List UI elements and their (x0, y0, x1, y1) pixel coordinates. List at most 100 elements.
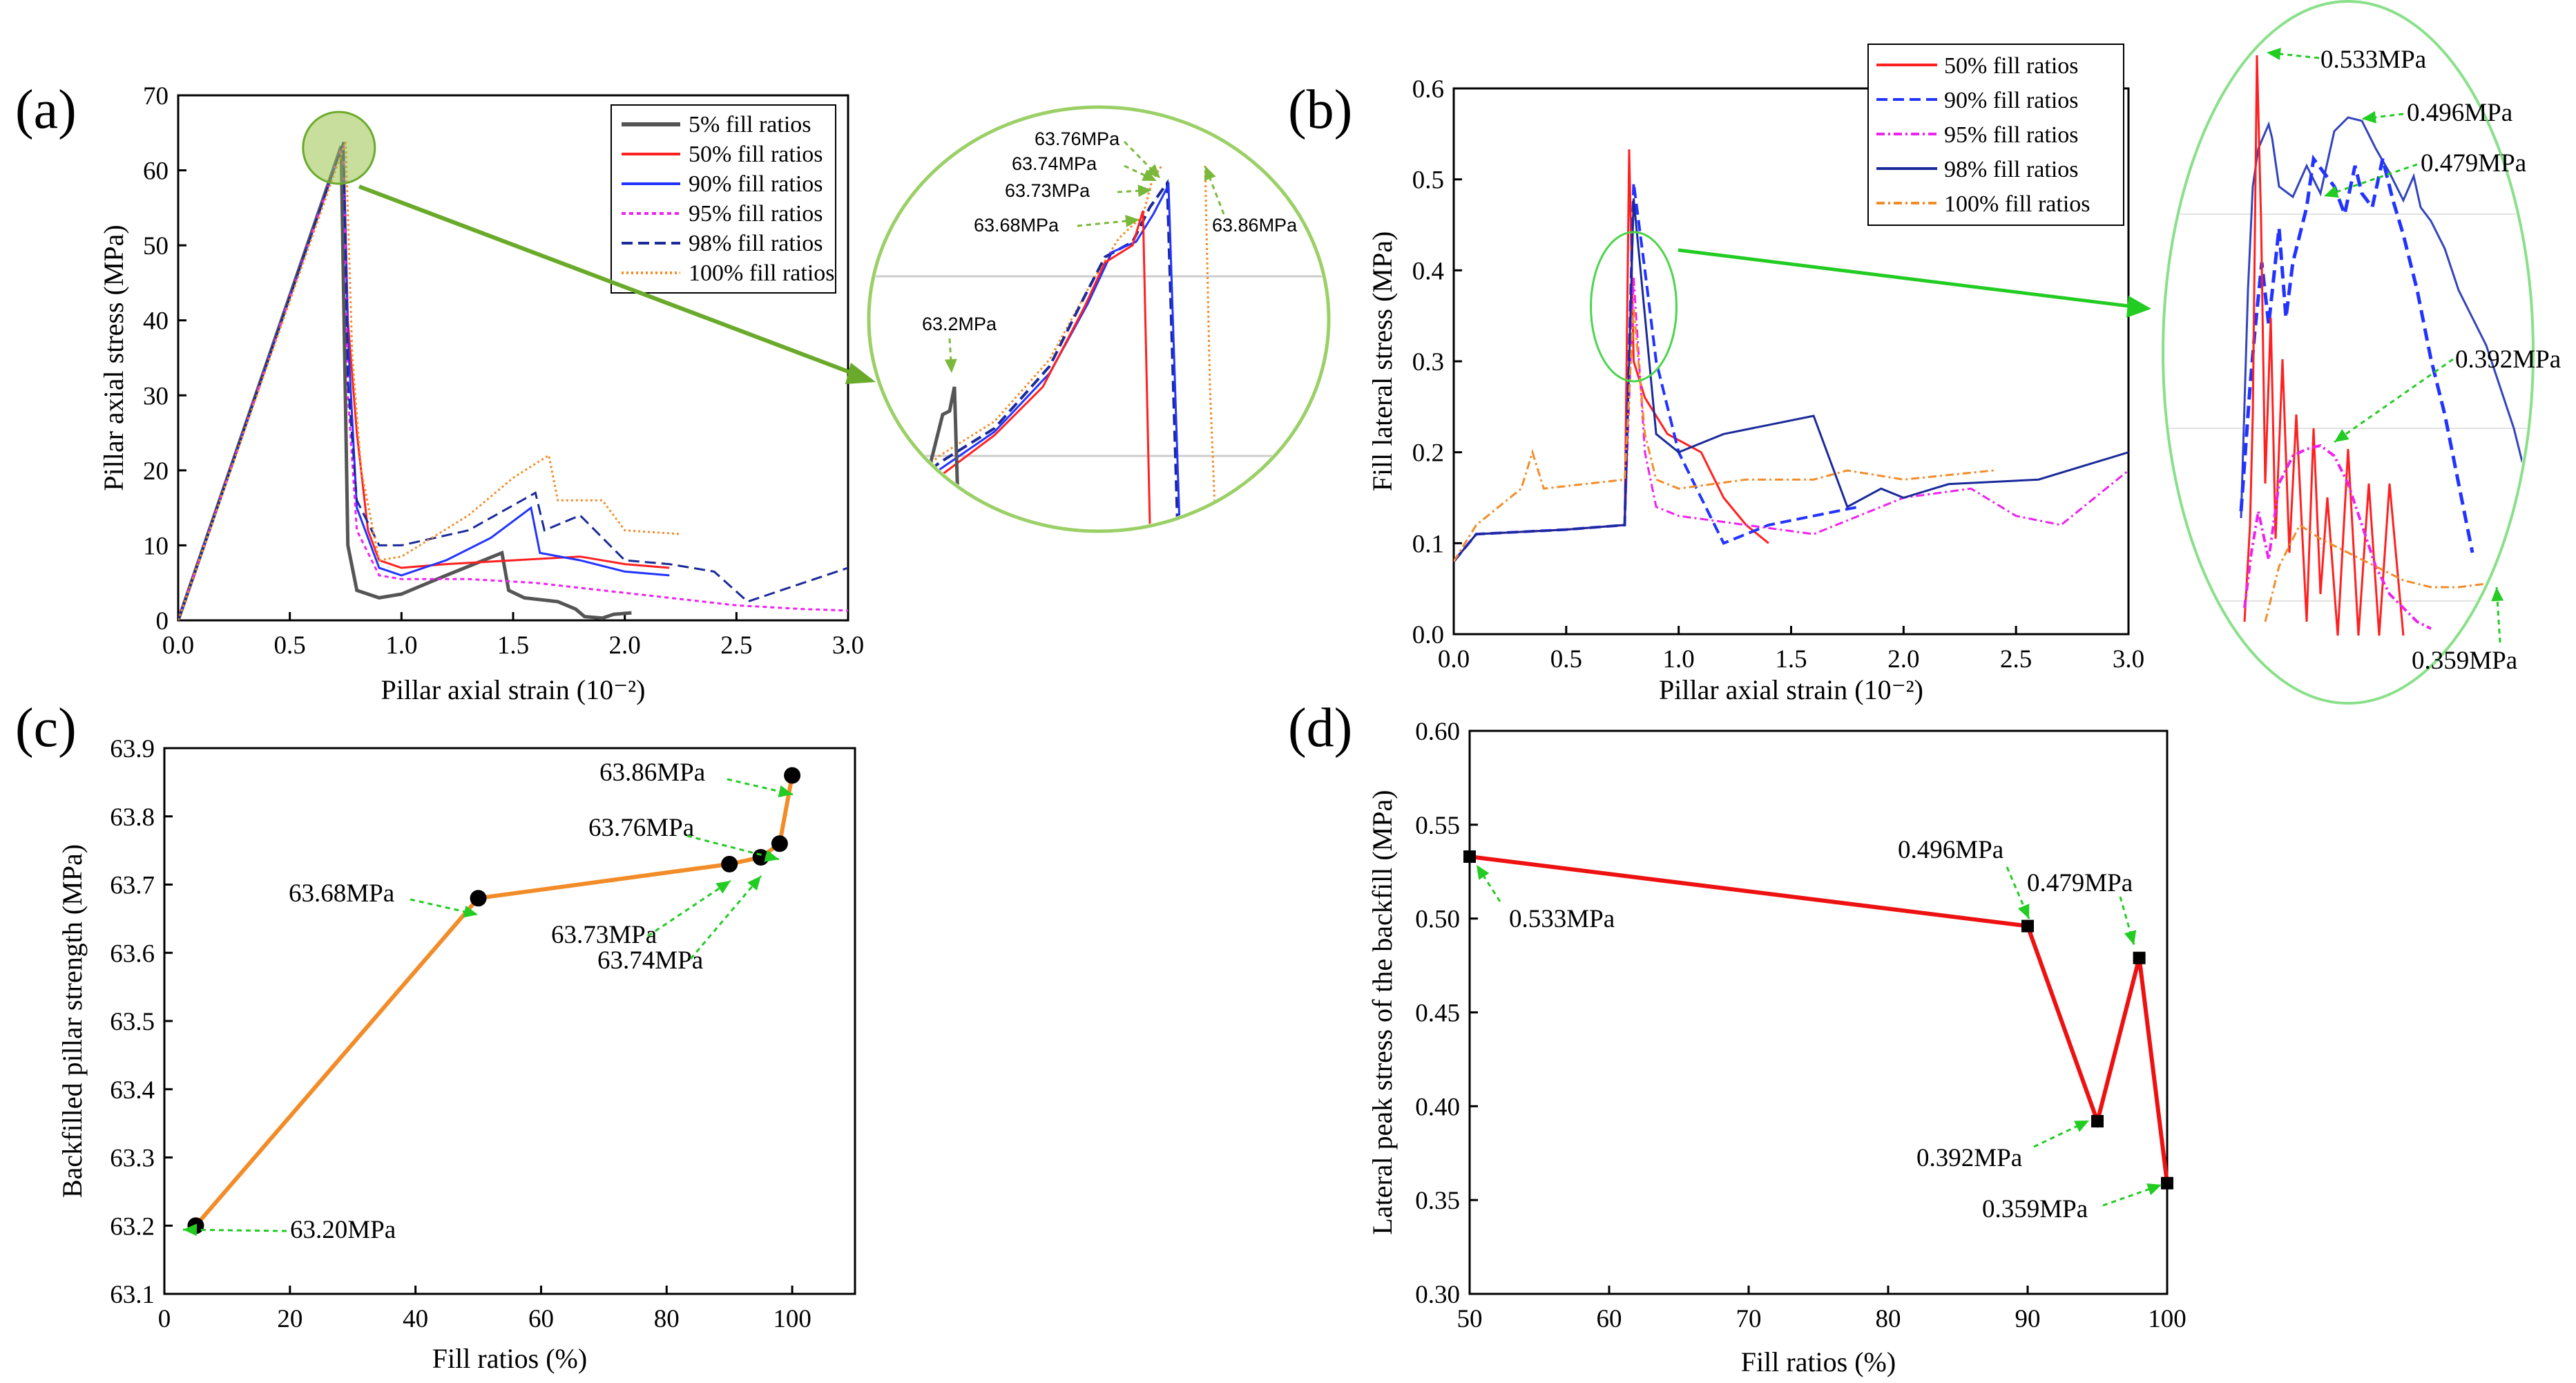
legend-entry: 95% fill ratios (689, 201, 823, 227)
series-line (194, 774, 795, 1228)
x-tick-label: 3.0 (2113, 645, 2144, 674)
inset-98 (2240, 116, 2529, 519)
inset-circle (867, 105, 1331, 533)
series-line-1 (178, 142, 670, 620)
label-arrow-head (2017, 904, 2030, 919)
y-tick-label: 63.5 (110, 1008, 155, 1036)
inset-label: 0.479MPa (2421, 149, 2526, 178)
series-line-3 (1454, 198, 2128, 562)
y-tick-label: 0.35 (1415, 1187, 1460, 1215)
inset-arrow-head (1137, 184, 1152, 198)
inset-label: 63.74MPa (1012, 153, 1097, 174)
data-point (784, 767, 801, 784)
inset-arrow-head (1125, 215, 1140, 227)
legend-entry: 50% fill ratios (1944, 53, 2079, 79)
x-tick-label: 60 (528, 1305, 554, 1333)
x-axis-label: Fill ratios (%) (1741, 1346, 1896, 1377)
plot-frame (163, 747, 856, 1295)
inset-content (871, 165, 1327, 526)
data-label: 0.496MPa (1898, 836, 2003, 864)
x-tick-label: 1.0 (385, 631, 417, 660)
x-tick-label: 0.0 (1438, 645, 1470, 674)
y-tick-label: 30 (143, 382, 169, 410)
y-tick-label: 0.5 (1412, 166, 1444, 195)
data-point (771, 835, 788, 852)
data-point (2021, 919, 2034, 933)
x-tick-label: 70 (1736, 1305, 1762, 1333)
inset-label: 63.2MPa (922, 314, 997, 334)
label-arrow-head (715, 881, 731, 894)
data-point (1463, 850, 1476, 864)
label-arrow-head (764, 850, 779, 862)
y-tick-label: 40 (143, 307, 169, 336)
series-line-4 (178, 142, 848, 620)
y-axis-label: Lateral peak stress of the backfill (MPa… (1367, 790, 1398, 1234)
label-arrow-head (463, 905, 478, 918)
data-point (2161, 1176, 2173, 1190)
inset-arrow-head (2324, 186, 2339, 198)
label-arrow-head (2146, 1183, 2162, 1196)
inset-label: 0.359MPa (2412, 647, 2517, 675)
data-label: 63.73MPa (551, 921, 657, 949)
y-tick-label: 50 (143, 232, 169, 260)
x-axis-label: Pillar axial strain (10⁻²) (381, 674, 645, 705)
inset-label: 63.86MPa (1212, 215, 1298, 236)
legend-entry: 90% fill ratios (1944, 88, 2079, 113)
inset-a: 63.76MPa 63.74MPa 63.73MPa 63.68MPa 63.2MPa 6… (867, 105, 1331, 533)
label-arrow-head (183, 1223, 198, 1237)
y-tick-label: 10 (143, 532, 169, 560)
x-tick-label: 60 (1597, 1305, 1622, 1333)
panel-d: 50 60 70 80 90 100 0.30 0.35 0.40 0.45 0.50 0.55 0.6… (1288, 698, 2186, 1377)
inset-arrow-head (1146, 164, 1160, 178)
data-point (470, 890, 487, 907)
legend-entry: 98% fill ratios (1944, 157, 2079, 182)
inset-arrow-head (2362, 111, 2376, 124)
y-tick-label: 63.4 (110, 1076, 155, 1105)
y-tick-label: 0.55 (1415, 812, 1460, 840)
data-label: 0.533MPa (1509, 905, 1615, 933)
zoom-highlight (302, 111, 376, 185)
y-tick-label: 63.2 (110, 1212, 155, 1241)
y-tick-label: 60 (143, 158, 169, 186)
data-label: 63.74MPa (597, 946, 703, 975)
x-tick-label: 100 (2148, 1305, 2186, 1333)
y-tick-label: 63.8 (110, 803, 155, 832)
x-tick-label: 2.5 (2000, 645, 2032, 674)
legend-entry: 98% fill ratios (689, 231, 823, 256)
x-tick-label: 100 (773, 1305, 811, 1333)
series-line-0 (1454, 149, 1769, 562)
inset-95 (2243, 443, 2432, 630)
y-tick-label: 0.30 (1415, 1281, 1460, 1309)
zoom-arrow-head (2126, 296, 2151, 318)
y-tick-label: 63.3 (110, 1145, 155, 1173)
x-tick-label: 2.0 (1887, 645, 1919, 674)
legend-box (1867, 44, 2124, 226)
legend-box (611, 104, 836, 294)
inset-content (2165, 55, 2531, 636)
y-tick-label: 0.60 (1415, 718, 1460, 746)
inset-98 (890, 179, 1179, 526)
x-axis-label: Pillar axial strain (10⁻²) (1659, 674, 1923, 705)
inset-arrow-line (1077, 218, 1140, 227)
x-tick-label: 1.0 (1663, 645, 1695, 674)
x-tick-label: 0.5 (1550, 645, 1582, 674)
inset-100 (2264, 523, 2515, 622)
zoom-arrow (358, 184, 868, 381)
inset-arrow-line (2323, 163, 2418, 198)
y-tick-label: 63.1 (110, 1281, 155, 1309)
y-tick-label: 0.40 (1415, 1093, 1460, 1121)
label-arrow-line (686, 834, 780, 861)
label-arrow-head (2124, 930, 2137, 945)
inset-arrow-head (1142, 169, 1157, 181)
series-line-2 (178, 142, 670, 620)
label-arrow-head (747, 876, 761, 891)
panel-label: (a) (15, 79, 77, 140)
x-tick-label: 40 (403, 1305, 428, 1333)
x-tick-label: 2.5 (720, 631, 752, 660)
y-tick-label: 0 (156, 607, 169, 636)
data-point (2133, 951, 2146, 964)
x-tick-label: 80 (654, 1305, 680, 1333)
x-tick-label: 80 (1876, 1305, 1901, 1333)
inset-label: 63.76MPa (1035, 128, 1120, 149)
